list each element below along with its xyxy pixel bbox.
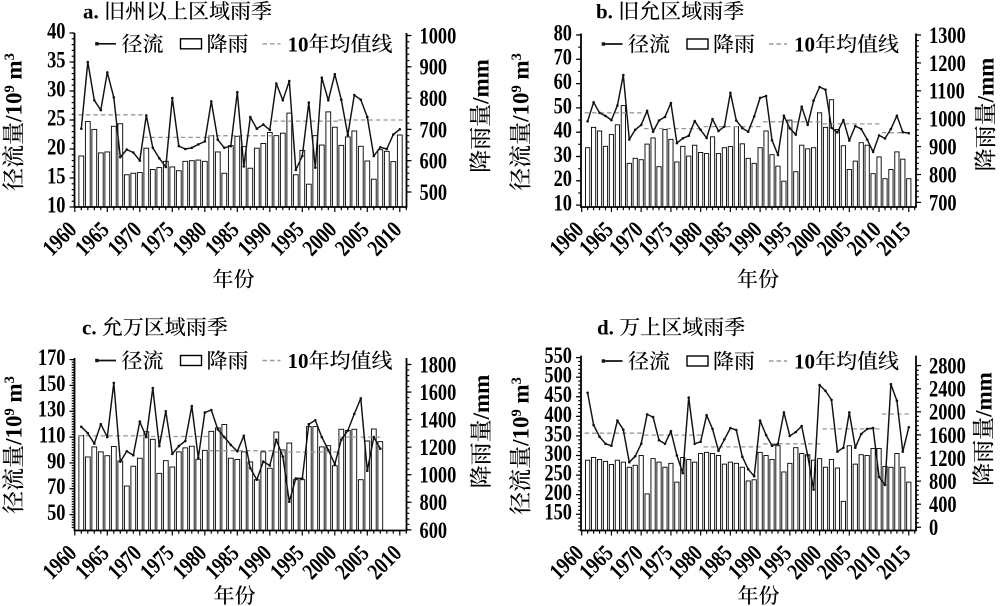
svg-text:900: 900 xyxy=(420,54,448,81)
svg-text:35: 35 xyxy=(47,46,65,73)
svg-text:450: 450 xyxy=(544,381,572,408)
svg-text:800: 800 xyxy=(420,489,448,516)
svg-text:30: 30 xyxy=(47,75,65,102)
svg-text:/mm: /mm xyxy=(974,58,999,104)
svg-text:/10: /10 xyxy=(509,417,534,447)
svg-text:350: 350 xyxy=(544,420,572,447)
svg-text:m: m xyxy=(2,383,27,408)
svg-text:800: 800 xyxy=(929,468,957,495)
svg-text:70: 70 xyxy=(554,44,572,71)
svg-text:400: 400 xyxy=(929,491,957,518)
svg-text:2400: 2400 xyxy=(929,376,966,403)
svg-text:20: 20 xyxy=(47,133,65,160)
svg-text:50: 50 xyxy=(47,499,65,526)
svg-text:m: m xyxy=(509,60,534,85)
svg-text:60: 60 xyxy=(554,68,572,95)
svg-text:2000: 2000 xyxy=(929,399,966,426)
svg-text:600: 600 xyxy=(420,517,448,544)
svg-text:150: 150 xyxy=(38,370,66,397)
svg-text:30: 30 xyxy=(554,141,572,168)
svg-text:40: 40 xyxy=(47,17,65,44)
svg-text:3: 3 xyxy=(509,377,525,384)
svg-text:1400: 1400 xyxy=(420,407,457,434)
svg-text:/mm: /mm xyxy=(469,375,494,421)
svg-text:9: 9 xyxy=(2,408,18,415)
svg-text:550: 550 xyxy=(544,342,572,369)
svg-text:/10: /10 xyxy=(509,93,534,123)
svg-text:1600: 1600 xyxy=(420,379,457,406)
svg-text:700: 700 xyxy=(420,116,448,143)
svg-text:40: 40 xyxy=(554,117,572,144)
svg-text:200: 200 xyxy=(544,479,572,506)
svg-text:10: 10 xyxy=(288,349,309,373)
svg-text:1200: 1200 xyxy=(929,50,966,77)
svg-text:1200: 1200 xyxy=(929,445,966,472)
svg-text:10: 10 xyxy=(288,32,309,56)
svg-text:b.: b. xyxy=(596,0,618,24)
svg-text:500: 500 xyxy=(544,362,572,389)
svg-text:2800: 2800 xyxy=(929,353,966,380)
svg-text:150: 150 xyxy=(544,499,572,526)
svg-text:1100: 1100 xyxy=(929,78,965,105)
svg-text:9: 9 xyxy=(2,85,18,92)
svg-text:80: 80 xyxy=(554,19,572,46)
svg-text:/10: /10 xyxy=(2,416,27,446)
svg-text:1200: 1200 xyxy=(420,434,457,461)
svg-text:10: 10 xyxy=(794,33,815,57)
svg-text:1000: 1000 xyxy=(929,106,966,133)
svg-text:300: 300 xyxy=(544,440,572,467)
svg-text:800: 800 xyxy=(420,85,448,112)
svg-text:500: 500 xyxy=(420,179,448,206)
svg-text:170: 170 xyxy=(38,344,66,371)
svg-text:1800: 1800 xyxy=(420,351,457,378)
svg-text:m: m xyxy=(509,384,534,409)
svg-text:9: 9 xyxy=(509,85,525,92)
svg-text:600: 600 xyxy=(420,148,448,175)
svg-text:d.: d. xyxy=(597,316,619,340)
svg-text:50: 50 xyxy=(554,92,572,119)
svg-text:0: 0 xyxy=(929,514,938,541)
svg-text:10: 10 xyxy=(794,350,815,374)
svg-text:a.: a. xyxy=(83,0,104,24)
svg-text:9: 9 xyxy=(509,409,525,416)
svg-text:400: 400 xyxy=(544,401,572,428)
svg-text:3: 3 xyxy=(2,53,18,60)
svg-text:250: 250 xyxy=(544,460,572,487)
svg-text:20: 20 xyxy=(554,165,572,192)
svg-text:800: 800 xyxy=(929,161,957,188)
svg-text:900: 900 xyxy=(929,134,957,161)
svg-text:10: 10 xyxy=(554,190,572,217)
svg-text:3: 3 xyxy=(2,376,18,383)
svg-text:15: 15 xyxy=(47,162,65,189)
svg-text:3: 3 xyxy=(509,53,525,60)
svg-text:1000: 1000 xyxy=(420,462,457,489)
svg-text:700: 700 xyxy=(929,189,957,216)
svg-text:90: 90 xyxy=(47,447,65,474)
svg-text:/mm: /mm xyxy=(972,372,997,418)
svg-text:1300: 1300 xyxy=(929,22,966,49)
svg-text:/mm: /mm xyxy=(469,59,494,105)
svg-text:110: 110 xyxy=(39,422,66,449)
svg-text:/10: /10 xyxy=(2,93,27,123)
svg-text:70: 70 xyxy=(47,473,65,500)
svg-text:c.: c. xyxy=(82,316,102,340)
svg-text:10: 10 xyxy=(47,191,65,218)
svg-text:1000: 1000 xyxy=(420,22,457,49)
svg-text:1600: 1600 xyxy=(929,422,966,449)
svg-text:25: 25 xyxy=(47,104,65,131)
svg-text:130: 130 xyxy=(38,396,66,423)
svg-text:m: m xyxy=(2,60,27,85)
